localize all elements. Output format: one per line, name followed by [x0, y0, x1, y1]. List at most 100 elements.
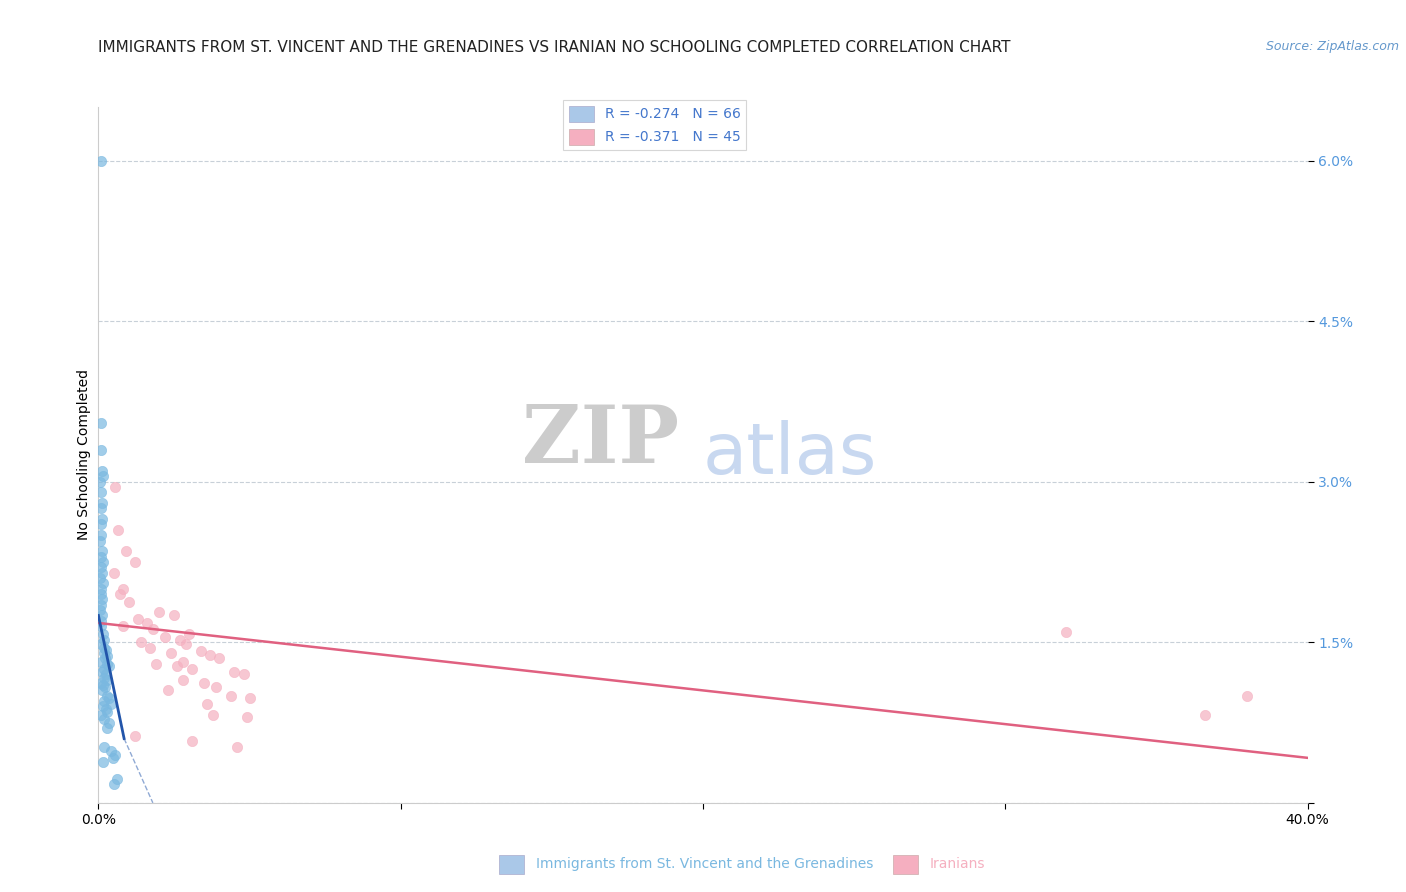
Point	[124, 730, 146, 744]
Point	[100, 698, 122, 712]
Point	[98, 715, 121, 730]
Point	[98, 658, 121, 673]
Point	[90, 517, 112, 532]
Point	[93, 694, 115, 708]
Point	[181, 733, 204, 747]
FancyBboxPatch shape	[499, 855, 524, 874]
Point	[90, 614, 112, 628]
Point	[94, 642, 117, 657]
Point	[174, 637, 197, 651]
Point	[108, 587, 131, 601]
Point	[94, 680, 117, 694]
Point	[129, 635, 152, 649]
Point	[172, 655, 194, 669]
Point	[91, 544, 114, 558]
Point	[160, 646, 183, 660]
Point	[111, 582, 134, 596]
Point	[105, 772, 128, 787]
Point	[91, 626, 114, 640]
Point	[90, 416, 112, 430]
Point	[93, 671, 115, 685]
Legend: R = -0.274   N = 66, R = -0.371   N = 45: R = -0.274 N = 66, R = -0.371 N = 45	[562, 100, 747, 150]
Point	[235, 710, 257, 724]
Point	[124, 555, 146, 569]
Point	[1054, 624, 1077, 639]
Point	[94, 701, 117, 715]
Point	[90, 442, 112, 457]
Point	[90, 528, 112, 542]
Point	[93, 662, 115, 676]
Point	[93, 646, 115, 660]
Point	[1194, 708, 1216, 723]
Point	[90, 582, 112, 596]
Point	[90, 153, 112, 168]
Point	[90, 560, 112, 574]
Point	[91, 683, 114, 698]
Point	[111, 619, 134, 633]
Point	[139, 640, 162, 655]
Point	[166, 658, 188, 673]
Point	[91, 469, 114, 483]
Point	[90, 598, 112, 612]
Point	[221, 689, 243, 703]
Point	[205, 680, 228, 694]
Text: IMMIGRANTS FROM ST. VINCENT AND THE GRENADINES VS IRANIAN NO SCHOOLING COMPLETED: IMMIGRANTS FROM ST. VINCENT AND THE GREN…	[98, 40, 1011, 55]
Point	[96, 721, 118, 735]
Point	[91, 592, 114, 607]
Point	[93, 640, 115, 655]
Point	[90, 501, 112, 516]
Point	[90, 549, 112, 564]
Point	[93, 740, 115, 755]
Point	[89, 603, 111, 617]
Point	[195, 698, 218, 712]
Point	[190, 644, 212, 658]
Point	[90, 708, 112, 723]
Point	[98, 690, 121, 705]
Point	[89, 475, 111, 489]
Point	[94, 651, 117, 665]
Text: ZIP: ZIP	[522, 402, 679, 480]
Point	[90, 655, 112, 669]
Point	[101, 751, 124, 765]
Point	[91, 464, 114, 478]
Point	[91, 512, 114, 526]
Text: Iranians: Iranians	[929, 857, 984, 871]
Point	[142, 623, 165, 637]
Point	[90, 637, 112, 651]
Point	[94, 667, 117, 681]
Point	[103, 566, 125, 580]
Point	[127, 612, 149, 626]
Point	[193, 676, 215, 690]
Point	[104, 747, 127, 762]
Point	[96, 689, 118, 703]
Point	[179, 626, 201, 640]
Point	[232, 667, 254, 681]
Point	[100, 744, 122, 758]
FancyBboxPatch shape	[893, 855, 918, 874]
Text: Immigrants from St. Vincent and the Grenadines: Immigrants from St. Vincent and the Gren…	[536, 857, 873, 871]
Point	[103, 776, 125, 790]
Point	[114, 544, 136, 558]
Point	[90, 485, 112, 500]
Point	[181, 662, 204, 676]
Point	[172, 673, 194, 687]
Point	[226, 740, 249, 755]
Point	[135, 615, 157, 630]
Point	[90, 676, 112, 690]
Point	[90, 496, 112, 510]
Point	[93, 633, 115, 648]
Point	[90, 587, 112, 601]
Point	[145, 657, 167, 671]
Point	[1236, 689, 1258, 703]
Point	[200, 648, 222, 662]
Point	[153, 630, 176, 644]
Point	[96, 673, 118, 687]
Point	[91, 555, 114, 569]
Point	[93, 712, 115, 726]
Point	[156, 683, 179, 698]
Point	[148, 605, 170, 619]
Y-axis label: No Schooling Completed: No Schooling Completed	[77, 369, 91, 541]
Point	[90, 619, 112, 633]
Point	[107, 523, 129, 537]
Point	[91, 678, 114, 692]
